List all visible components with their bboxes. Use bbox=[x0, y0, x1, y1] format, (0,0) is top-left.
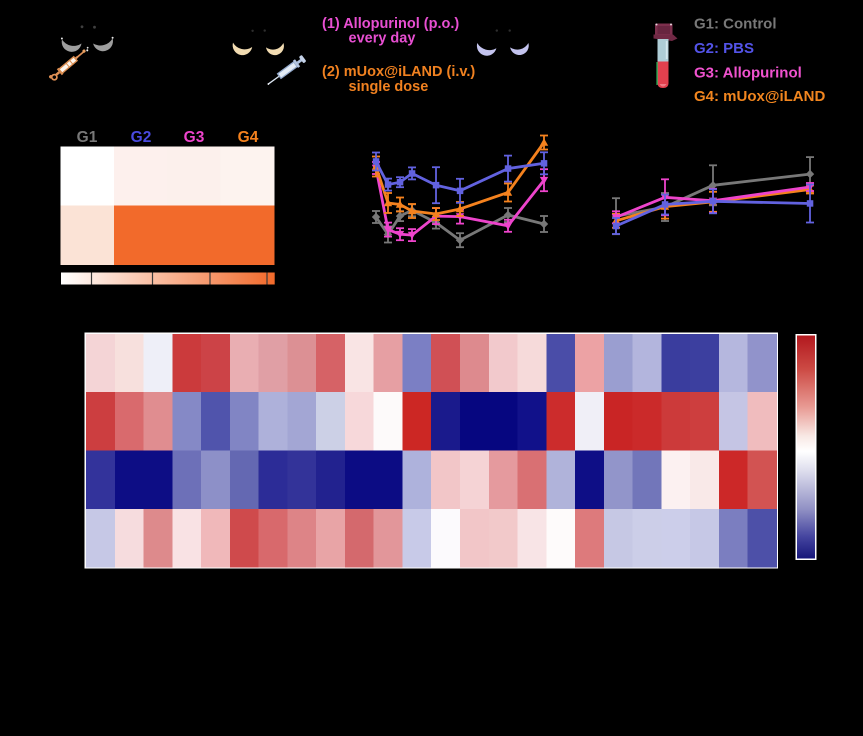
svg-text:(2) mUox@iLAND (i.v.): (2) mUox@iLAND (i.v.) bbox=[322, 64, 475, 80]
svg-text:G4: G4 bbox=[238, 129, 259, 146]
svg-text:G2: PBS: G2: PBS bbox=[694, 40, 754, 57]
svg-text:G3: Allopurinol: G3: Allopurinol bbox=[694, 65, 802, 82]
svg-text:single dose: single dose bbox=[349, 79, 429, 95]
svg-text:G3: G3 bbox=[184, 129, 205, 146]
svg-text:G1: Control: G1: Control bbox=[694, 16, 777, 33]
svg-text:G2: G2 bbox=[131, 129, 152, 146]
svg-text:(1) Allopurinol (p.o.): (1) Allopurinol (p.o.) bbox=[322, 16, 459, 32]
svg-text:every day: every day bbox=[349, 31, 416, 47]
svg-text:G4: mUox@iLAND: G4: mUox@iLAND bbox=[694, 88, 825, 105]
svg-text:G1: G1 bbox=[77, 129, 98, 146]
